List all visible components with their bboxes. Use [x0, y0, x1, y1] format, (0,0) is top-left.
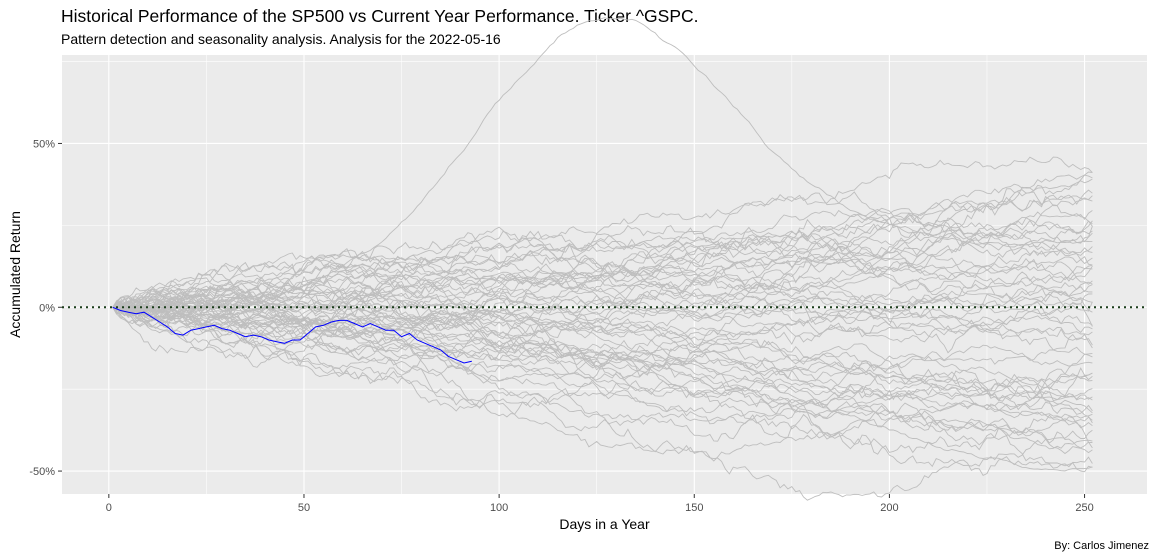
- historical-year-line: [112, 290, 1093, 327]
- x-tick-label: 0: [106, 502, 112, 514]
- historical-year-line: [112, 188, 1093, 314]
- x-axis: 0 50 100 150 200 250: [106, 494, 1094, 514]
- historical-year-line: [112, 306, 1093, 429]
- historical-year-line: [112, 305, 1093, 414]
- historical-year-line: [112, 282, 1093, 424]
- y-tick-label: 0%: [39, 302, 55, 314]
- historical-year-line: [112, 156, 1093, 308]
- y-axis-title: Accumulated Return: [7, 211, 23, 338]
- historical-year-line: [112, 304, 1093, 476]
- x-tick-label: 150: [685, 502, 703, 514]
- historical-year-line: [112, 218, 1093, 327]
- historical-series: [112, 17, 1093, 501]
- historical-year-line: [112, 220, 1093, 309]
- historical-year-line: [112, 306, 1093, 434]
- historical-year-line: [112, 246, 1093, 335]
- y-tick-label: -50%: [29, 466, 55, 478]
- historical-year-line: [112, 307, 1093, 402]
- current-year-series: [112, 306, 472, 364]
- historical-year-line: [112, 279, 1093, 367]
- historical-year-line: [112, 305, 1093, 415]
- historical-year-line: [112, 197, 1093, 320]
- historical-year-line: [112, 226, 1093, 323]
- plot-panel: [62, 55, 1147, 494]
- chart-subtitle: Pattern detection and seasonality analys…: [61, 31, 501, 47]
- historical-year-line: [112, 305, 1093, 389]
- historical-year-line: [112, 306, 1093, 455]
- historical-year-line: [112, 294, 1093, 346]
- historical-year-line: [112, 303, 1093, 402]
- historical-year-line: [112, 295, 1093, 393]
- historical-year-line: [112, 295, 1093, 400]
- historical-year-line: [112, 217, 1093, 348]
- x-axis-title: Days in a Year: [559, 516, 650, 532]
- y-tick-label: 50%: [33, 138, 55, 150]
- historical-year-line: [112, 267, 1093, 333]
- chart-title: Historical Performance of the SP500 vs C…: [61, 6, 699, 26]
- historical-year-line: [112, 178, 1093, 338]
- grid-minor: [62, 55, 1147, 494]
- x-tick-label: 100: [490, 502, 508, 514]
- grid-major: [62, 55, 1147, 494]
- historical-year-line: [112, 286, 1093, 455]
- x-tick-label: 50: [298, 502, 310, 514]
- historical-year-line: [112, 271, 1093, 344]
- historical-year-line: [112, 17, 1093, 310]
- y-axis: -50% 0% 50%: [29, 138, 62, 478]
- historical-year-line: [112, 171, 1093, 310]
- caption: By: Carlos Jimenez: [1054, 540, 1149, 552]
- historical-year-line: [112, 256, 1093, 315]
- x-tick-label: 200: [880, 502, 898, 514]
- x-tick-label: 250: [1075, 502, 1093, 514]
